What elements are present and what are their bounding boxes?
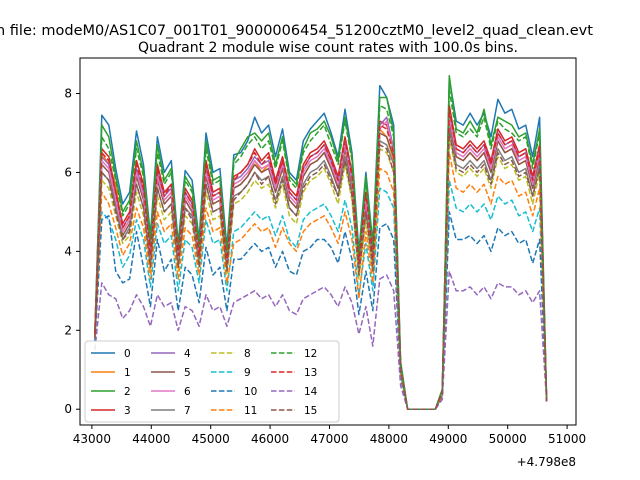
- legend-label-9: 9: [244, 367, 251, 379]
- legend-label-11: 11: [244, 405, 257, 417]
- x-tick-label: 49000: [429, 432, 467, 446]
- legend-label-6: 6: [184, 386, 191, 398]
- x-tick-label: 46000: [251, 432, 289, 446]
- series-line-6: [94, 116, 548, 410]
- series-line-2: [94, 75, 548, 410]
- series-line-5: [94, 120, 548, 410]
- legend-label-0: 0: [124, 348, 131, 360]
- axis-ticks: 43000 44000 45000 46000 47000 48000 49000 50000…: [64, 87, 586, 446]
- legend-label-12: 12: [304, 348, 317, 360]
- legend-label-14: 14: [304, 386, 318, 398]
- series-line-8: [94, 136, 548, 410]
- x-tick-label: 47000: [310, 432, 348, 446]
- series-line-11: [94, 151, 548, 410]
- legend-label-15: 15: [304, 405, 317, 417]
- x-offset-label: +4.798e8: [517, 455, 576, 469]
- legend-label-7: 7: [184, 405, 191, 417]
- chart-title: Quadrant 2 module wise count rates with …: [138, 40, 518, 56]
- x-tick-label: 43000: [73, 432, 111, 446]
- series-line-12: [94, 88, 548, 410]
- legend-box: [84, 340, 340, 423]
- x-tick-label: 50000: [489, 432, 527, 446]
- x-tick-label: 48000: [370, 432, 408, 446]
- y-tick-label: 2: [64, 323, 72, 337]
- x-tick-label: 44000: [132, 432, 170, 446]
- legend-label-10: 10: [244, 386, 257, 398]
- legend-label-3: 3: [124, 405, 131, 417]
- series-line-13: [94, 108, 548, 410]
- series-line-0: [94, 76, 548, 410]
- series-line-9: [94, 179, 548, 410]
- axes-frame: [79, 57, 577, 426]
- series-lines: [94, 75, 548, 410]
- legend-label-8: 8: [244, 348, 251, 360]
- x-tick-label: 45000: [192, 432, 230, 446]
- x-tick-label: 51000: [548, 432, 586, 446]
- y-tick-label: 4: [64, 244, 72, 258]
- figure-suptitle: n file: modeM0/AS1C07_001T01_9000006454_…: [0, 23, 593, 39]
- y-tick-label: 6: [64, 165, 72, 179]
- legend-label-5: 5: [184, 367, 191, 379]
- series-line-14: [94, 270, 548, 410]
- series-line-15: [94, 132, 548, 410]
- series-line-10: [94, 211, 548, 410]
- legend-label-1: 1: [124, 367, 131, 379]
- series-line-4: [94, 112, 548, 410]
- legend-label-13: 13: [304, 367, 317, 379]
- legend-label-2: 2: [124, 386, 131, 398]
- legend-label-4: 4: [184, 348, 191, 360]
- y-tick-label: 0: [64, 402, 72, 416]
- y-tick-label: 8: [64, 87, 72, 101]
